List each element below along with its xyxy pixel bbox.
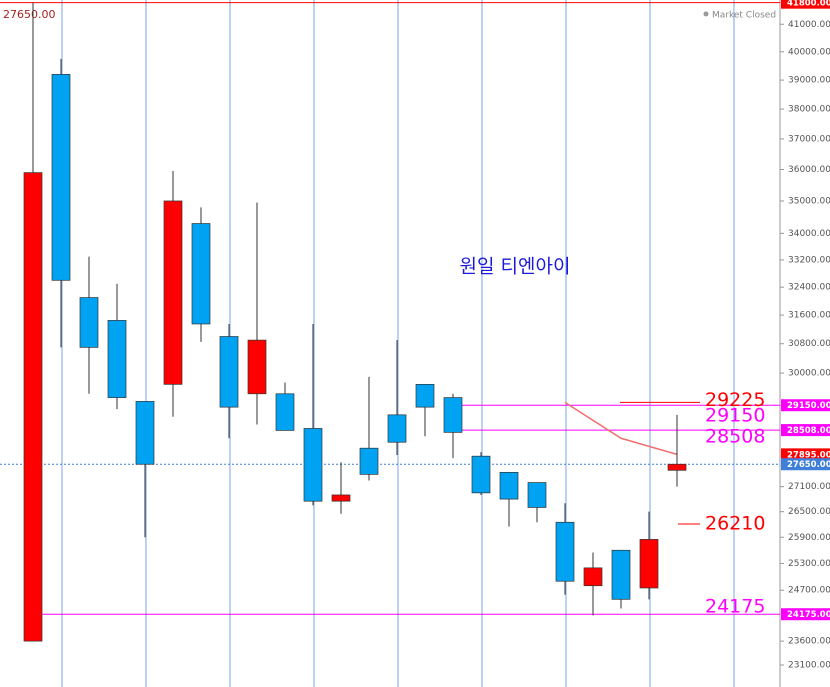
candle-body bbox=[499, 471, 519, 500]
price-tag-label: 28508.00 bbox=[787, 426, 830, 436]
y-tick-label: 30800.00 bbox=[788, 339, 830, 349]
y-tick-label: 32400.00 bbox=[788, 283, 830, 293]
y-tick-label: 27100.00 bbox=[788, 482, 830, 492]
y-tick-label: 23600.00 bbox=[788, 637, 830, 647]
y-tick-label: 41000.00 bbox=[788, 20, 830, 30]
candle-body bbox=[583, 567, 603, 587]
candle-body bbox=[163, 200, 183, 385]
candle-body bbox=[275, 393, 295, 431]
price-tag-label: 27650.00 bbox=[787, 460, 830, 470]
candle-body bbox=[23, 172, 43, 642]
candle-body bbox=[247, 339, 267, 395]
annotation-label: 29225 bbox=[705, 389, 765, 411]
y-tick-label: 31600.00 bbox=[788, 311, 830, 321]
price-tag bbox=[781, 448, 830, 461]
candle-body bbox=[51, 74, 71, 281]
candle-body bbox=[219, 336, 239, 408]
price-tag bbox=[781, 0, 830, 9]
candle-body bbox=[107, 320, 127, 398]
chart-title: 원일 티엔아이 bbox=[460, 256, 571, 278]
y-tick-label: 40000.00 bbox=[788, 47, 830, 57]
candle-body bbox=[135, 401, 155, 465]
price-tag-label: 24175.00 bbox=[787, 610, 830, 620]
y-tick-label: 25900.00 bbox=[788, 533, 830, 543]
candle-body bbox=[387, 414, 407, 443]
y-tick-label: 24700.00 bbox=[788, 586, 830, 596]
trend-line bbox=[564, 401, 678, 456]
candle-body bbox=[667, 463, 687, 471]
candle-body bbox=[415, 383, 435, 408]
candle-body bbox=[331, 494, 351, 502]
candle-body bbox=[555, 521, 575, 582]
annotation-label: 24175 bbox=[705, 596, 765, 618]
annotation-label: 29150 bbox=[705, 405, 765, 427]
y-tick-label: 25300.00 bbox=[788, 559, 830, 569]
y-tick-label: 39000.00 bbox=[788, 76, 830, 86]
price-tag bbox=[781, 458, 830, 471]
y-tick-label: 37000.00 bbox=[788, 134, 830, 144]
market-status: Market Closed bbox=[712, 11, 776, 21]
candle-body bbox=[191, 223, 211, 325]
candle-body bbox=[471, 455, 491, 494]
y-tick-label: 30000.00 bbox=[788, 369, 830, 379]
price-tag bbox=[781, 399, 830, 412]
y-tick-label: 23100.00 bbox=[788, 661, 830, 671]
price-tag-label: 27895.00 bbox=[787, 450, 830, 460]
candle-body bbox=[443, 397, 463, 433]
price-tag bbox=[781, 608, 830, 621]
status-dot bbox=[703, 11, 709, 17]
y-tick-label: 38000.00 bbox=[788, 105, 830, 115]
price-tag bbox=[781, 424, 830, 437]
y-tick-label: 26500.00 bbox=[788, 507, 830, 517]
y-tick-label: 35000.00 bbox=[788, 196, 830, 206]
candle-body bbox=[527, 482, 547, 508]
annotation-label: 28508 bbox=[705, 426, 765, 448]
candle-body bbox=[359, 447, 379, 475]
price-tag-label: 29150.00 bbox=[787, 401, 830, 411]
candle-body bbox=[79, 297, 99, 348]
y-tick-label: 36000.00 bbox=[788, 165, 830, 175]
candle-body bbox=[303, 428, 323, 502]
annotation-label: 26210 bbox=[705, 512, 765, 534]
y-tick-label: 33200.00 bbox=[788, 255, 830, 265]
y-tick-label: 34000.00 bbox=[788, 229, 830, 239]
price-tag-label: 41800.00 bbox=[787, 0, 830, 9]
last-price: 27650.00 bbox=[3, 8, 56, 21]
candle-body bbox=[639, 539, 659, 589]
candle-body bbox=[611, 549, 631, 600]
